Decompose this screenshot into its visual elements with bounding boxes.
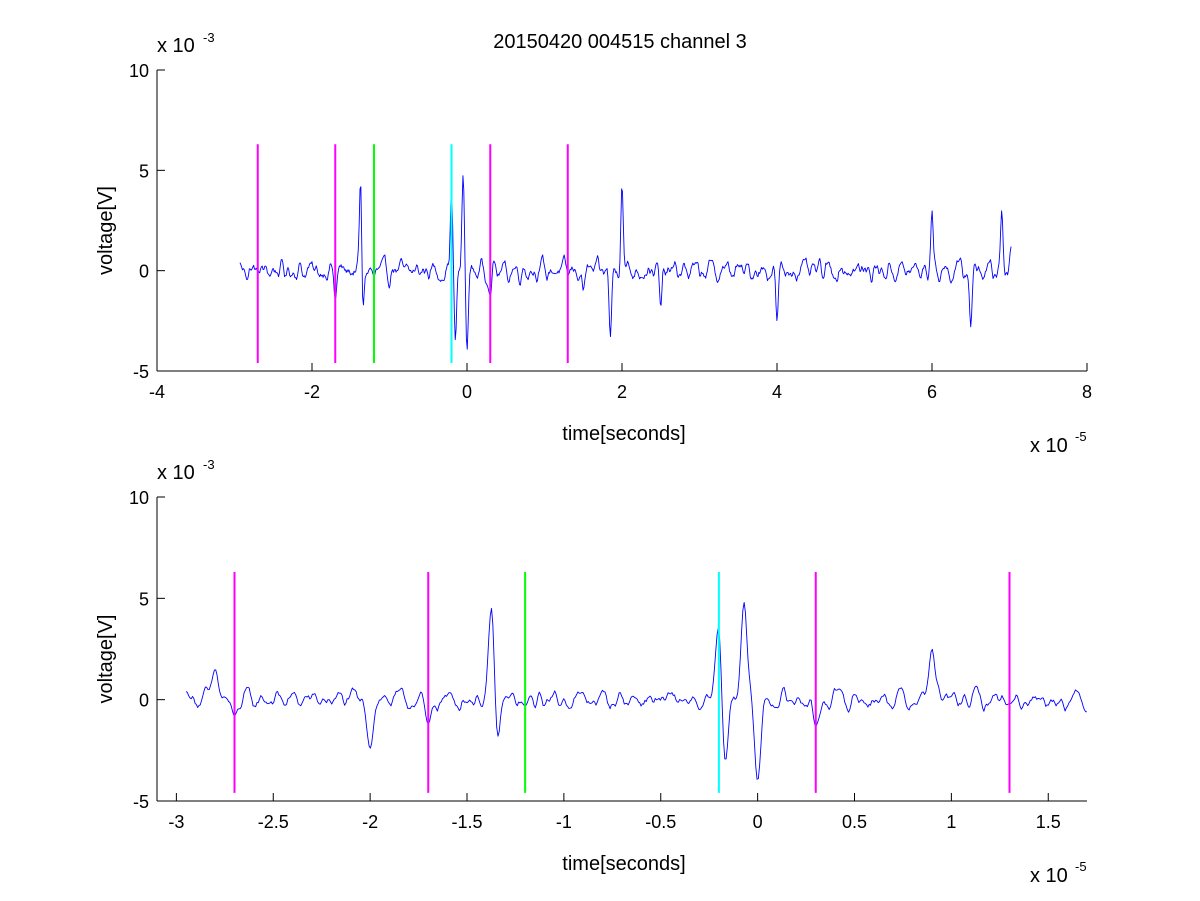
y-tick-label: 10: [129, 488, 149, 508]
chart-title: 20150420 004515 channel 3: [493, 31, 747, 53]
y-tick-label: 0: [139, 691, 149, 711]
x-tick-label: 4: [772, 382, 782, 402]
x-tick-label: 0: [753, 812, 763, 832]
x-axis-label: time[seconds]: [562, 423, 685, 445]
y-tick-label: 0: [139, 262, 149, 282]
x-tick-label: -2.5: [258, 812, 289, 832]
bottom-plot: -3 -2.5 -2 -1.5 -1 -0.5 0 0.5 1 1.5 -5 0 5 10 x 10 -3 x …: [95, 457, 1088, 887]
y-multiplier: x 10: [157, 462, 195, 484]
x-tick-label: -2: [362, 812, 378, 832]
x-multiplier-exponent: -5: [1075, 859, 1087, 874]
x-axis-label: time[seconds]: [562, 853, 685, 875]
x-tick-label: -2: [304, 382, 320, 402]
x-tick-label: -1.5: [451, 812, 482, 832]
y-tick-label: 5: [139, 161, 149, 181]
x-tick-label: -0.5: [645, 812, 676, 832]
x-tick-label: -1: [556, 812, 572, 832]
y-multiplier: x 10: [157, 35, 195, 57]
x-tick-label: 2: [617, 382, 627, 402]
x-tick-label: 0.5: [842, 812, 867, 832]
x-tick-label: 8: [1082, 382, 1092, 402]
y-tick-label: -5: [133, 792, 149, 812]
y-tick-label: 10: [129, 61, 149, 81]
x-multiplier-exponent: -5: [1075, 429, 1087, 444]
y-multiplier-exponent: -3: [203, 30, 215, 45]
x-tick-label: 6: [927, 382, 937, 402]
signal-trace: [185, 601, 1088, 780]
x-tick-label: -4: [149, 382, 165, 402]
x-tick-label: 1: [946, 812, 956, 832]
y-axis-label: voltage[V]: [95, 615, 117, 704]
signal-trace: [239, 175, 1012, 350]
top-plot: -4 -2 0 2 4 6 8 -5 0 5 10 x 10 -3 x 10 -5 time[seconds]…: [95, 30, 1092, 457]
y-tick-label: -5: [133, 362, 149, 382]
x-multiplier: x 10: [1030, 435, 1068, 457]
y-tick-label: 5: [139, 589, 149, 609]
y-axis-label: voltage[V]: [95, 186, 117, 275]
x-tick-label: 1.5: [1036, 812, 1061, 832]
x-tick-label: -3: [168, 812, 184, 832]
x-tick-label: 0: [462, 382, 472, 402]
y-multiplier-exponent: -3: [203, 457, 215, 472]
x-multiplier: x 10: [1030, 865, 1068, 887]
